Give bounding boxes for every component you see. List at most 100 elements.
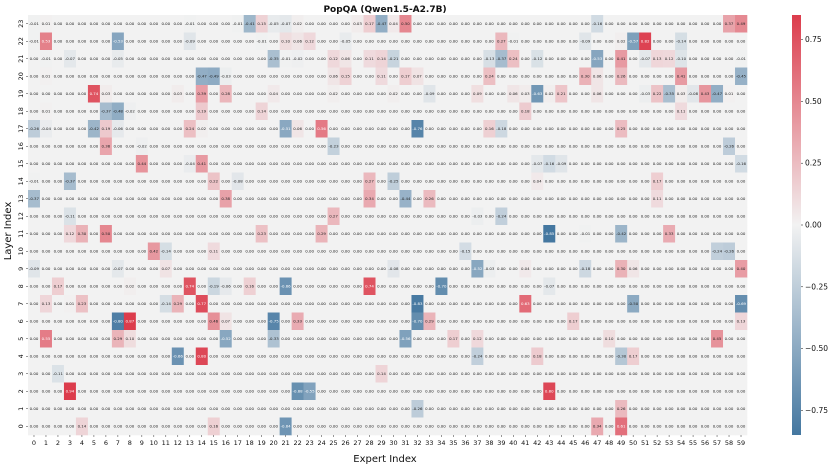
cell-value-label: 0.00 bbox=[665, 214, 674, 219]
cell-value-label: 0.00 bbox=[78, 144, 87, 149]
heatmap-cell bbox=[75, 295, 89, 313]
cell-value-label: 0.00 bbox=[593, 284, 602, 289]
cell-value-label: 0.37 bbox=[725, 21, 734, 26]
cell-value-label: 0.00 bbox=[533, 319, 542, 324]
heatmap-cell bbox=[267, 102, 280, 121]
heatmap-cell bbox=[123, 137, 137, 156]
cell-value-label: 0.00 bbox=[461, 39, 470, 44]
heatmap-cell bbox=[459, 382, 472, 401]
cell-value-label: 0.00 bbox=[138, 284, 147, 289]
cell-value-label: 0.00 bbox=[54, 126, 63, 131]
cell-value-label: 0.00 bbox=[90, 301, 99, 306]
cell-value-label: -0.05 bbox=[269, 21, 280, 26]
cell-value-label: 0.00 bbox=[461, 126, 470, 131]
cell-value-label: 0.00 bbox=[677, 266, 686, 271]
heatmap-cell bbox=[507, 32, 520, 51]
heatmap-cell bbox=[183, 15, 197, 33]
heatmap-cell bbox=[135, 347, 149, 366]
heatmap-cell bbox=[39, 50, 53, 68]
cell-value-label: 0.00 bbox=[293, 284, 302, 289]
cell-value-label: -0.07 bbox=[640, 56, 651, 61]
heatmap-cell bbox=[411, 225, 424, 243]
cell-value-label: 0.00 bbox=[233, 39, 242, 44]
heatmap-cell bbox=[171, 260, 185, 278]
cell-value-label: 0.11 bbox=[209, 249, 218, 254]
cell-value-label: 0.00 bbox=[449, 144, 458, 149]
heatmap-cell bbox=[399, 32, 412, 51]
heatmap-cell bbox=[363, 67, 376, 86]
cell-value-label: -0.47 bbox=[712, 91, 723, 96]
heatmap-cell bbox=[51, 295, 65, 313]
heatmap-cell bbox=[219, 67, 233, 86]
heatmap-cell bbox=[519, 242, 532, 261]
cell-value-label: 0.00 bbox=[533, 336, 542, 341]
heatmap-cell bbox=[483, 190, 496, 208]
heatmap-cell bbox=[363, 295, 376, 313]
heatmap-cell bbox=[495, 120, 508, 138]
heatmap-cell bbox=[531, 120, 544, 138]
cell-value-label: 0.00 bbox=[281, 144, 290, 149]
x-tick-label: 28 bbox=[365, 439, 373, 447]
cell-value-label: 0.00 bbox=[497, 144, 506, 149]
cell-value-label: 0.00 bbox=[281, 161, 290, 166]
heatmap-cell bbox=[687, 50, 700, 68]
heatmap-cell bbox=[39, 312, 53, 331]
cell-value-label: 0.00 bbox=[221, 389, 230, 394]
heatmap-cell bbox=[51, 155, 65, 173]
heatmap-cell bbox=[267, 32, 280, 51]
heatmap-cell bbox=[519, 32, 532, 51]
cell-value-label: 0.00 bbox=[365, 371, 374, 376]
cell-value-label: 0.00 bbox=[509, 109, 518, 114]
heatmap-cell bbox=[567, 330, 580, 348]
heatmap-cell bbox=[28, 260, 41, 278]
cell-value-label: 0.00 bbox=[90, 406, 99, 411]
heatmap-cell bbox=[75, 207, 89, 226]
heatmap-cell bbox=[687, 242, 700, 261]
cell-value-label: 0.00 bbox=[497, 109, 506, 114]
heatmap-cell bbox=[207, 382, 221, 401]
cell-value-label: 0.00 bbox=[173, 196, 182, 201]
cell-value-label: 0.00 bbox=[197, 371, 206, 376]
heatmap-cell bbox=[699, 120, 712, 138]
heatmap-cell bbox=[495, 242, 508, 261]
cell-value-label: -0.35 bbox=[664, 91, 675, 96]
heatmap-cell bbox=[159, 155, 173, 173]
heatmap-cell bbox=[28, 50, 41, 68]
heatmap-cell bbox=[399, 347, 412, 366]
heatmap-cell bbox=[147, 15, 161, 33]
heatmap-cell bbox=[279, 242, 292, 261]
cell-value-label: 0.00 bbox=[66, 336, 75, 341]
heatmap-cell bbox=[183, 102, 197, 121]
y-tick-label: 2 bbox=[17, 389, 25, 393]
cell-value-label: 0.00 bbox=[353, 249, 362, 254]
x-tick-label: 36 bbox=[461, 439, 469, 447]
x-tick-label: 9 bbox=[140, 439, 144, 447]
cell-value-label: 0.00 bbox=[30, 91, 39, 96]
heatmap-cell bbox=[543, 312, 556, 331]
heatmap-cell bbox=[87, 32, 101, 51]
heatmap-cell bbox=[447, 137, 460, 156]
cell-value-label: 0.00 bbox=[138, 371, 147, 376]
heatmap-cell bbox=[711, 260, 724, 278]
heatmap-cell bbox=[447, 50, 460, 68]
heatmap-cell bbox=[171, 32, 185, 51]
heatmap-cell bbox=[663, 32, 676, 51]
heatmap-cell bbox=[111, 32, 125, 51]
cell-value-label: 0.00 bbox=[581, 126, 590, 131]
cell-value-label: 0.00 bbox=[245, 301, 254, 306]
cell-value-label: 0.00 bbox=[701, 21, 710, 26]
cell-value-label: 0.00 bbox=[78, 214, 87, 219]
cell-value-label: 0.00 bbox=[66, 284, 75, 289]
cell-value-label: 0.63 bbox=[521, 301, 530, 306]
cell-value-label: 0.00 bbox=[701, 389, 710, 394]
heatmap-cell bbox=[267, 50, 280, 68]
heatmap-cell bbox=[543, 137, 556, 156]
heatmap-cell bbox=[267, 260, 280, 278]
cell-value-label: 0.00 bbox=[173, 179, 182, 184]
heatmap-cell bbox=[183, 400, 197, 418]
cell-value-label: -0.56 bbox=[400, 336, 411, 341]
heatmap-cell bbox=[135, 120, 149, 138]
cell-value-label: -0.26 bbox=[724, 249, 735, 254]
heatmap-cell bbox=[675, 417, 688, 436]
cell-value-label: 0.00 bbox=[593, 196, 602, 201]
